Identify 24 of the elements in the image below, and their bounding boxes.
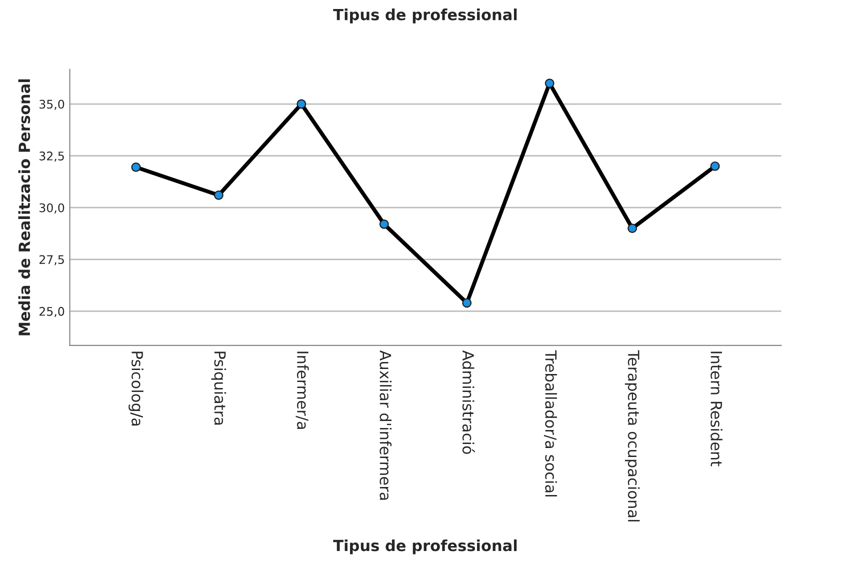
x-tick-label: Treballador/a social bbox=[544, 350, 557, 496]
x-tick-label: Psicolog/a bbox=[128, 352, 144, 426]
x-tick-label: Infermer/a bbox=[296, 352, 309, 429]
x-tick-label: Terapeuta ocupacional bbox=[624, 350, 640, 522]
point bbox=[379, 219, 389, 229]
y-tick-label: 35,0 bbox=[40, 100, 64, 110]
point bbox=[628, 224, 638, 234]
x-tick-label: Administració bbox=[462, 350, 475, 454]
chart-title: Tipus de professional bbox=[333, 8, 517, 24]
x-tick-label: Intern Resident bbox=[710, 352, 722, 466]
y-axis-title: Media de Realitzacio Personal bbox=[18, 79, 30, 336]
point bbox=[214, 190, 224, 200]
point bbox=[296, 99, 306, 109]
point bbox=[131, 162, 141, 172]
point bbox=[544, 78, 554, 88]
point bbox=[710, 161, 720, 171]
x-tick-label: Psiquiatra bbox=[211, 352, 226, 425]
y-tick-label: 32,5 bbox=[40, 152, 64, 162]
y-tick-label: 27,5 bbox=[40, 255, 64, 266]
point bbox=[462, 298, 472, 308]
y-tick-label: 30,0 bbox=[40, 203, 64, 214]
x-axis-title: Tipus de professional bbox=[333, 539, 517, 554]
x-tick-label: Auxiliar d'infermera bbox=[380, 350, 392, 500]
y-tick-label: 25,0 bbox=[40, 306, 64, 318]
